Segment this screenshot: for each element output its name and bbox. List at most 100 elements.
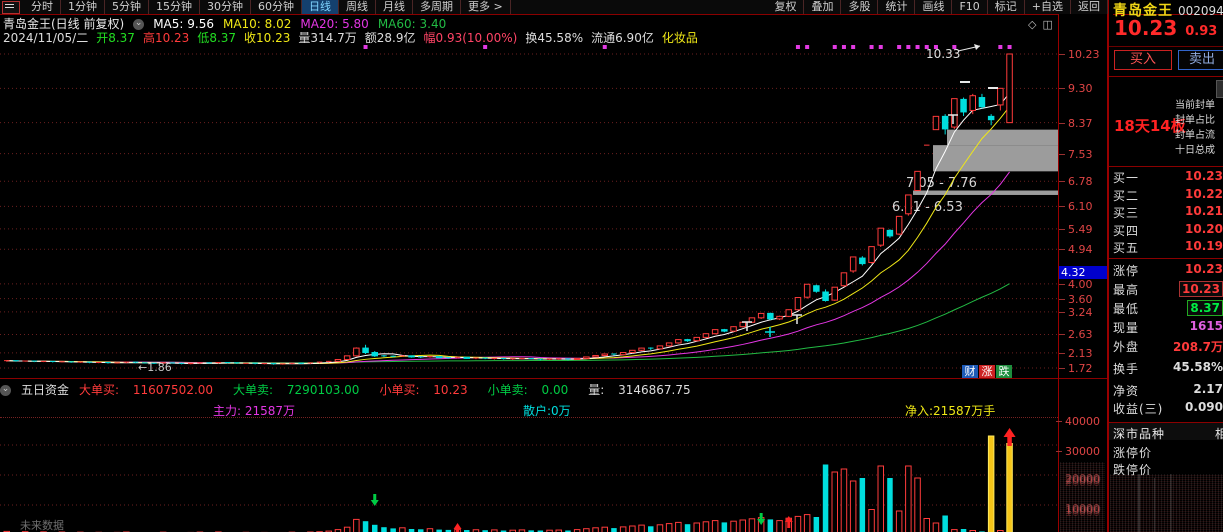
toolbar-item-F10[interactable]: F10: [952, 0, 988, 14]
toolbar-item-复权[interactable]: 复权: [767, 0, 805, 14]
tab-30分钟[interactable]: 30分钟: [200, 0, 251, 14]
price-tick-5.49: 5.49: [1059, 222, 1093, 236]
tool-tabs: 复权 叠加 多股 统计 画线 F10 标记 +自选 返回: [767, 0, 1108, 14]
toolbar-item-统计[interactable]: 统计: [878, 0, 916, 14]
date-label: 2024/11/05/二: [3, 31, 89, 45]
price-row: 10.23 0.93 10.00%: [1114, 16, 1223, 40]
vol-tick-30000: 30000: [1056, 445, 1100, 458]
render-glitch: [1110, 474, 1223, 532]
tab-分时[interactable]: 分时: [24, 0, 61, 14]
stock-name: 青岛金王: [1113, 3, 1173, 19]
vol-tick-40000: 40000: [1056, 415, 1100, 428]
toolbar-item-+自选[interactable]: +自选: [1025, 0, 1071, 14]
badge-财[interactable]: 财: [962, 365, 978, 378]
sell-button[interactable]: 卖出: [1178, 50, 1223, 70]
stat-row-涨停: 涨停 10.23: [1113, 262, 1223, 278]
main-chart-canvas[interactable]: 7.76 - 8.187.05 - 7.766.41 - 6.5310.33←1…: [0, 14, 1058, 378]
stat-row-最高: 最高 10.23: [1109, 281, 1223, 298]
stat-row-现量: 现量 1615: [1113, 319, 1223, 335]
ohlc-line: 2024/11/05/二 开8.37 高10.23 低8.37 收10.23 量314.7…: [3, 29, 714, 45]
fund-line2-2: 净入:21587万手: [905, 404, 996, 418]
tab-60分钟[interactable]: 60分钟: [251, 0, 302, 14]
axis-divider: [1059, 378, 1107, 379]
tab-1分钟[interactable]: 1分钟: [61, 0, 105, 14]
divider: [1109, 46, 1223, 47]
diamond-icon[interactable]: ◇: [1028, 18, 1043, 31]
limit-up-streak-badge: 18天14板: [1114, 117, 1186, 135]
toolbar-item-叠加[interactable]: 叠加: [804, 0, 842, 14]
svg-text:7.05 - 7.76: 7.05 - 7.76: [906, 176, 977, 191]
board-info-2: 封单占流: [1175, 130, 1215, 141]
volume-canvas[interactable]: [0, 411, 1058, 532]
ma-value-2: MA20: 5.80: [300, 17, 369, 31]
app-icon[interactable]: [2, 1, 20, 14]
tab-周线[interactable]: 周线: [339, 0, 376, 14]
ohlc-value-3: 收10.23: [244, 31, 291, 45]
badge-涨[interactable]: 涨: [979, 365, 995, 378]
collapse-icon[interactable]: ⌄: [133, 18, 145, 30]
tab-更多 >[interactable]: 更多 >: [461, 0, 511, 14]
stat-row-净资: 净资 2.17: [1113, 382, 1223, 398]
stock-title: 青岛金王(日线 前复权): [3, 17, 125, 31]
period-tabs: 分时 1分钟 5分钟 15分钟 30分钟 60分钟 日线 周线 月线 多周期 更多 >: [0, 0, 511, 14]
toolbar-item-画线[interactable]: 画线: [915, 0, 953, 14]
fund-stat-2: 小单买: 10.23: [379, 383, 468, 397]
stat-row-最低: 最低 8.37: [1109, 300, 1223, 317]
price-axis: 10.23 9.30 8.37 7.53 6.78 6.10 5.49 4.94 4.00 3.6…: [1056, 14, 1109, 532]
ma-value-0: MA5: 9.56: [153, 17, 214, 31]
bid-level-5: 买五 10.19: [1113, 239, 1223, 256]
tab-5分钟[interactable]: 5分钟: [105, 0, 149, 14]
board-info-1: 封单占比: [1175, 115, 1215, 126]
ohlc-value-8: 流通6.90亿: [591, 31, 654, 45]
price-tick-3.24: 3.24: [1059, 305, 1093, 319]
last-price: 10.23: [1114, 16, 1178, 40]
stat-row-外盘: 外盘 208.7万: [1113, 340, 1223, 354]
fund-stat-3: 小单卖: 0.00: [487, 383, 569, 397]
badge-跌[interactable]: 跌: [996, 365, 1012, 378]
bid-level-3: 买三 10.21: [1113, 204, 1223, 221]
divider: [1109, 166, 1223, 167]
svg-text:6.41 - 6.53: 6.41 - 6.53: [892, 200, 963, 215]
price-tick-1.72: 1.72: [1059, 362, 1093, 376]
quote-panel: 青岛金王 002094 10.23 0.93 10.00% 买入 卖出 18天14…: [1108, 0, 1223, 532]
board-info-3: 十日总成: [1175, 145, 1215, 156]
toolbar-item-标记[interactable]: 标记: [988, 0, 1025, 14]
tab-15分钟[interactable]: 15分钟: [149, 0, 200, 14]
price-tick-2.63: 2.63: [1059, 328, 1093, 342]
ohlc-value-4: 量314.7万: [298, 31, 357, 45]
price-tick-4.00: 4.00: [1059, 277, 1093, 291]
price-tick-3.60: 3.60: [1059, 292, 1093, 306]
section2-row-涨停价: 涨停价: [1113, 446, 1153, 460]
chart-corner-icons[interactable]: ◇◫: [1028, 18, 1059, 31]
price-tick-6.10: 6.10: [1059, 200, 1093, 214]
price-tick-4.94: 4.94: [1059, 243, 1093, 257]
highlight-price-tag: 4.32: [1059, 266, 1107, 280]
tab-多周期[interactable]: 多周期: [413, 0, 461, 14]
section-title: 深市品种: [1113, 427, 1166, 441]
collapse-icon[interactable]: ⌄: [0, 384, 11, 396]
info-badges: 财涨跌: [962, 365, 1013, 378]
svg-text:←1.86: ←1.86: [138, 361, 172, 374]
ma-value-3: MA60: 3.40: [377, 17, 447, 31]
split-view-icon[interactable]: ◫: [1042, 18, 1059, 31]
ohlc-value-5: 额28.9亿: [364, 31, 416, 45]
fund-stat-1: 大单卖: 7290103.00: [233, 383, 360, 397]
main-chart-area[interactable]: 青岛金王(日线 前复权) ⌄ MA5: 9.56 MA10: 8.02 MA20: 5.…: [0, 14, 1058, 378]
stat-row-收益(三): 收益(三) 0.090: [1113, 400, 1223, 416]
toolbar-item-返回[interactable]: 返回: [1071, 0, 1108, 14]
ohlc-value-0: 开8.37: [96, 31, 135, 45]
toolbar-item-多股[interactable]: 多股: [841, 0, 879, 14]
price-tick-6.78: 6.78: [1059, 175, 1093, 189]
buy-button[interactable]: 买入: [1114, 50, 1172, 70]
fund-stat-4: 量: 3146867.75: [588, 383, 691, 397]
tab-日线[interactable]: 日线: [302, 0, 339, 14]
price-tick-10.23: 10.23: [1059, 48, 1100, 61]
board-info-0: 当前封单: [1175, 100, 1215, 111]
bid-level-4: 买四 10.20: [1113, 221, 1223, 238]
tab-月线[interactable]: 月线: [376, 0, 413, 14]
ma-value-1: MA10: 8.02: [222, 17, 292, 31]
vol-tick-glitch-20000: 20000: [1065, 472, 1100, 485]
price-tick-7.53: 7.53: [1059, 147, 1093, 161]
fund-flow-panel[interactable]: ⌄ 五日资金 大单买: 11607502.00 大单卖: 7290103.00 小单买:…: [0, 378, 1058, 532]
scrollbar-thumb[interactable]: [1216, 80, 1223, 98]
